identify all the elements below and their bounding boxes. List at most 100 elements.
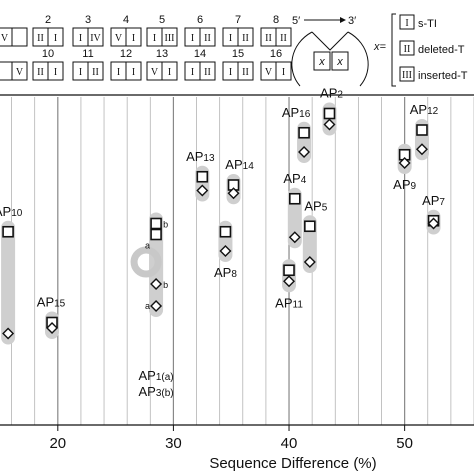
pairing-left-label: V [151,67,159,78]
pairing-box-right [47,61,64,81]
pairing-left-label: V [115,33,123,44]
x-right: x [336,56,343,68]
square-marker [289,192,301,205]
grid-lines [11,97,474,425]
point-label: AP11 [275,295,303,310]
legend-bracket [391,13,396,87]
pairing-box: V [0,27,28,47]
point-labels: AP10AP15AP13AP14AP8AP4AP11AP5AP16AP2AP12… [0,86,445,400]
point-label: AP15 [37,295,66,310]
label-subscript: 3(b) [156,388,174,399]
label-subscript: 11 [293,299,304,310]
square-marker [150,217,162,230]
label-prefix: AP [275,295,292,310]
pairing-right-label: II [242,67,249,78]
label-prefix: AP [139,384,156,399]
point-label: AP9 [393,177,416,192]
label-subscript: 4 [301,175,307,186]
diamond-marker [298,146,311,158]
diamond-marker [46,322,59,334]
pairing-right-label: I [54,67,57,78]
mark-b: b [163,220,168,230]
pairing-left-label: I [79,67,82,78]
label-subscript: 13 [203,153,215,164]
mark-a: a [145,241,150,251]
label-prefix: AP [37,295,54,310]
pairing-left-label: I [117,67,120,78]
pairing-left-label: II [265,33,272,44]
legend-numeral-box [399,66,415,82]
square-marker [219,225,232,238]
square-marker [283,264,295,277]
point-label: AP8 [214,265,237,280]
pairing-left-label: I [79,33,82,44]
diamond-marker [323,118,336,131]
point-label: AP7 [422,193,445,208]
diamond-marker [415,143,428,156]
legend-numeral: III [402,70,412,81]
strand-join [311,31,349,51]
pairing-number: 10 [42,48,54,60]
pairing-box-right [199,27,216,47]
range-bars [1,102,441,345]
pairing-number: 12 [120,48,132,60]
scatter-plot: AP10AP15AP13AP14AP8AP4AP11AP5AP16AP2AP12… [0,86,474,452]
data-marks [2,107,440,340]
label-prefix: AP [139,368,156,383]
label-prefix: AP [214,265,231,280]
label-subscript: 14 [243,161,255,172]
pairing-right-label: II [242,33,249,44]
pairing-box-right [161,61,178,81]
pairing-left-label: I [229,67,232,78]
label-prefix: AP [304,198,321,213]
pairing-right-label: III [165,33,175,44]
pairing-box-right [125,61,142,81]
pairing-box: V [0,61,28,81]
pairing-box-right [11,27,28,47]
diamond-marker [150,300,163,312]
range-bar [1,220,16,345]
legend-numeral: I [405,18,408,29]
x-box-left [313,51,331,71]
mark-b2: b [163,280,168,290]
numeral-legend: x= I s-TI II deleted-T III inserted-T [373,13,468,87]
diamond-marker [427,217,440,230]
x-axis: 20 30 40 50 [0,424,474,452]
label-subscript: 8 [231,269,237,280]
label-prefix: AP [0,204,11,219]
x-box-right [331,51,349,71]
pairing-left-label: V [1,33,9,44]
pairing-left-label: II [37,33,44,44]
legend-item-text: deleted-T [418,44,465,56]
label-prefix: AP [282,105,299,120]
pairing-right-label: V [16,67,24,78]
pairing-right-label: II [204,33,211,44]
label-subscript: 10 [11,208,23,219]
label-prefix: AP [393,177,410,192]
pairing-box-right [11,61,28,81]
pairing-number: 16 [270,48,282,60]
pairing-number: 13 [156,48,168,60]
legend-numeral-box [399,40,415,56]
pairing-right-label: I [132,67,135,78]
pairing-left-label: V [265,67,273,78]
label-subscript: 15 [54,299,66,310]
pairing-box-left [0,61,13,81]
legend-item-text: inserted-T [418,70,468,82]
pairing-left-label: I [191,33,194,44]
pairing-box-right [237,61,254,81]
square-marker [150,228,162,241]
pairing-number: 3 [85,14,91,26]
x-tick-label: 20 [49,435,66,452]
pairing-number: 7 [235,14,241,26]
diamond-marker [288,231,301,244]
